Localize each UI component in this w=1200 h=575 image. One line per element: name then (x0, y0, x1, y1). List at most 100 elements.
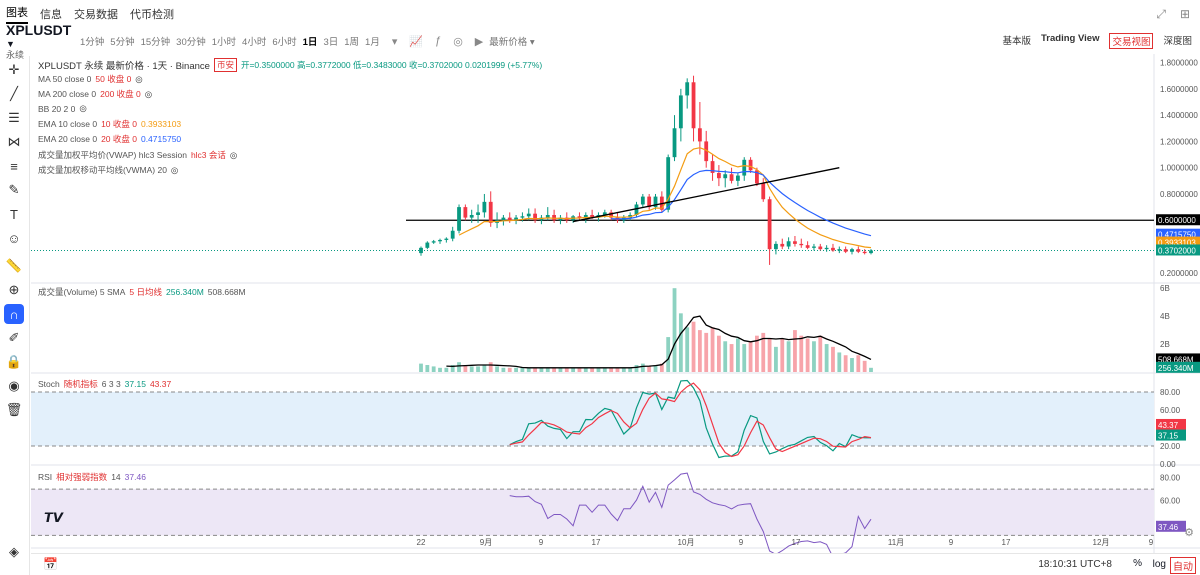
candle[interactable] (590, 214, 595, 218)
candle[interactable] (425, 242, 430, 248)
candle[interactable] (697, 128, 702, 142)
candle[interactable] (520, 216, 525, 218)
candle[interactable] (774, 243, 778, 250)
candle[interactable] (469, 214, 474, 218)
settings-icon[interactable]: ⚙ (1184, 527, 1194, 539)
trendline[interactable] (572, 167, 840, 223)
candle[interactable] (799, 243, 804, 246)
candle[interactable] (691, 82, 696, 129)
candle[interactable] (482, 201, 487, 213)
candle[interactable] (869, 250, 873, 254)
trash-icon[interactable]: 🗑 (5, 402, 23, 417)
camera-icon[interactable]: ◎ (453, 35, 463, 48)
candle[interactable] (450, 230, 455, 239)
candle[interactable] (558, 217, 563, 221)
candle[interactable] (805, 245, 810, 248)
eye-icon[interactable]: ◎ (229, 149, 238, 160)
emoji-icon[interactable]: ☺ (7, 230, 21, 246)
candle[interactable] (824, 247, 829, 250)
candle[interactable] (862, 251, 867, 254)
tab-token-check[interactable]: 代币检测 (130, 9, 174, 21)
percent-toggle[interactable]: % (1133, 558, 1142, 569)
candle[interactable] (666, 157, 671, 210)
candle[interactable] (761, 183, 766, 200)
interval-1m[interactable]: 1分钟 (80, 37, 105, 48)
candle[interactable] (850, 249, 854, 252)
indicators-icon[interactable]: ƒ (435, 35, 442, 47)
latest-price-select[interactable]: 最新价格 ▾ (489, 37, 535, 48)
fib-icon[interactable]: ≡ (10, 158, 18, 174)
eye-icon[interactable]: ◎ (144, 88, 153, 99)
symbol-selector[interactable]: XPLUSDT ▼ 永续 (0, 22, 80, 61)
layers-icon[interactable]: ◈ (9, 544, 19, 559)
candle[interactable] (634, 204, 639, 215)
candle[interactable] (786, 241, 791, 247)
interval-1mo[interactable]: 1月 (365, 37, 380, 48)
candle[interactable] (552, 214, 556, 221)
candle[interactable] (736, 175, 740, 181)
eye-icon[interactable]: ◉ (8, 378, 20, 393)
candle[interactable] (755, 170, 759, 184)
pattern-icon[interactable]: ⋈ (7, 134, 21, 149)
candle[interactable] (818, 246, 823, 250)
candle[interactable] (856, 249, 861, 252)
view-basic[interactable]: 基本版 (1002, 36, 1032, 47)
interval-1d[interactable]: 1日 (302, 37, 318, 48)
lock-drawing-icon[interactable]: ✐ (8, 330, 20, 345)
candle[interactable] (843, 249, 848, 252)
candle[interactable] (831, 247, 835, 251)
eye-icon[interactable]: ◎ (170, 164, 179, 175)
trendline-icon[interactable]: ╱ (10, 86, 18, 101)
calendar-icon[interactable]: 📅 (43, 557, 58, 571)
candle[interactable] (812, 246, 816, 248)
interval-15m[interactable]: 15分钟 (140, 37, 171, 48)
crosshair-icon[interactable]: ✛ (8, 62, 20, 77)
view-depth[interactable]: 深度图 (1163, 36, 1192, 47)
brush-icon[interactable]: ✎ (8, 182, 20, 197)
log-toggle[interactable]: log (1152, 559, 1166, 570)
fullscreen-icon[interactable]: ⤢ (1156, 7, 1166, 21)
candle[interactable] (672, 128, 677, 158)
interval-30m[interactable]: 30分钟 (176, 37, 206, 48)
magnet-icon[interactable]: ∩ (4, 304, 24, 324)
eye-icon[interactable]: ◎ (79, 103, 87, 113)
candle[interactable] (507, 217, 512, 221)
chevron-down-icon[interactable]: ▾ (391, 35, 398, 48)
candle[interactable] (653, 196, 658, 208)
candle[interactable] (488, 201, 493, 223)
ruler-icon[interactable]: 📏 (5, 258, 23, 273)
candle[interactable] (723, 174, 728, 179)
candle[interactable] (545, 214, 550, 218)
candle[interactable] (609, 212, 614, 218)
horizontal-lines-icon[interactable]: ☰ (8, 110, 20, 125)
lock-icon[interactable]: 🔒 (5, 354, 23, 369)
candle[interactable] (577, 216, 582, 218)
eye-icon[interactable]: ◎ (135, 73, 143, 84)
candle[interactable] (419, 247, 423, 254)
tab-trading-data[interactable]: 交易数据 (74, 9, 118, 21)
candle[interactable] (457, 207, 461, 231)
auto-toggle[interactable]: 自动 (1170, 557, 1196, 574)
layout-grid-icon[interactable]: ⊞ (1179, 7, 1190, 21)
candle[interactable] (793, 241, 797, 244)
view-trading[interactable]: 交易视图 (1109, 33, 1154, 49)
candle[interactable] (640, 196, 645, 205)
tab-info[interactable]: 信息 (40, 9, 62, 21)
candle[interactable] (837, 249, 842, 251)
price-chart[interactable]: 1.8000000 1.6000000 1.4000000 1.2000000 1.00… (31, 54, 1200, 553)
candle[interactable] (678, 95, 683, 129)
text-icon[interactable]: T (10, 206, 18, 222)
interval-1w[interactable]: 1周 (344, 37, 360, 48)
candle[interactable] (602, 212, 607, 215)
tab-chart[interactable]: 图表 (6, 4, 28, 24)
candle[interactable] (583, 214, 588, 218)
candle[interactable] (685, 82, 690, 96)
candle[interactable] (501, 217, 506, 221)
candle[interactable] (647, 196, 652, 208)
interval-1h[interactable]: 1小时 (211, 37, 237, 48)
candle[interactable] (514, 217, 518, 221)
interval-4h[interactable]: 4小时 (242, 37, 267, 48)
view-tradingview[interactable]: Trading View (1041, 33, 1100, 44)
interval-3d[interactable]: 3日 (323, 37, 339, 48)
candle[interactable] (526, 213, 531, 217)
